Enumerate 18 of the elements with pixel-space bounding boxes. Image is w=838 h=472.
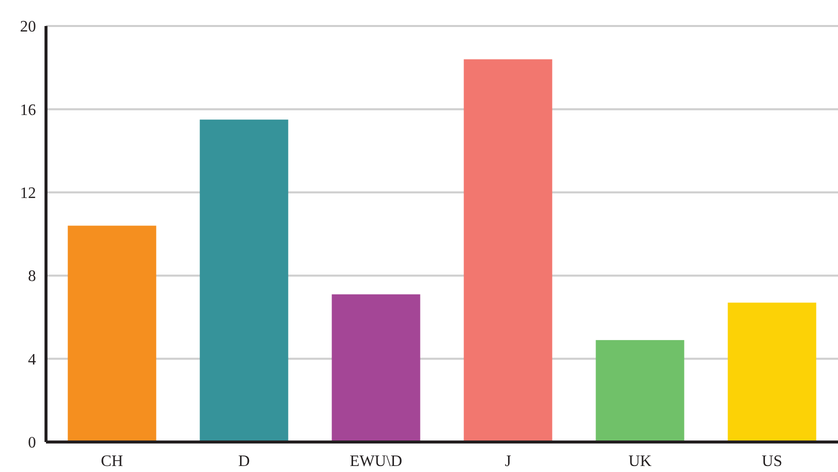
y-tick-label: 4 [28,351,36,368]
x-tick-label: EWU\D [350,453,402,470]
x-tick-label: UK [628,453,652,470]
y-tick-label: 0 [28,434,36,452]
bar [200,120,288,442]
y-tick-label: 12 [20,185,36,202]
y-tick-label: 20 [20,18,36,36]
bar [596,340,684,442]
x-tick-label: J [504,453,512,470]
bar [728,302,816,442]
bar [464,59,552,442]
x-tick-label: CH [100,453,124,470]
bar [68,226,156,442]
x-tick-label: US [762,453,782,470]
bar [332,294,420,442]
y-tick-label: 16 [20,102,36,119]
x-tick-label: D [238,453,250,470]
y-tick-label: 8 [28,268,36,286]
